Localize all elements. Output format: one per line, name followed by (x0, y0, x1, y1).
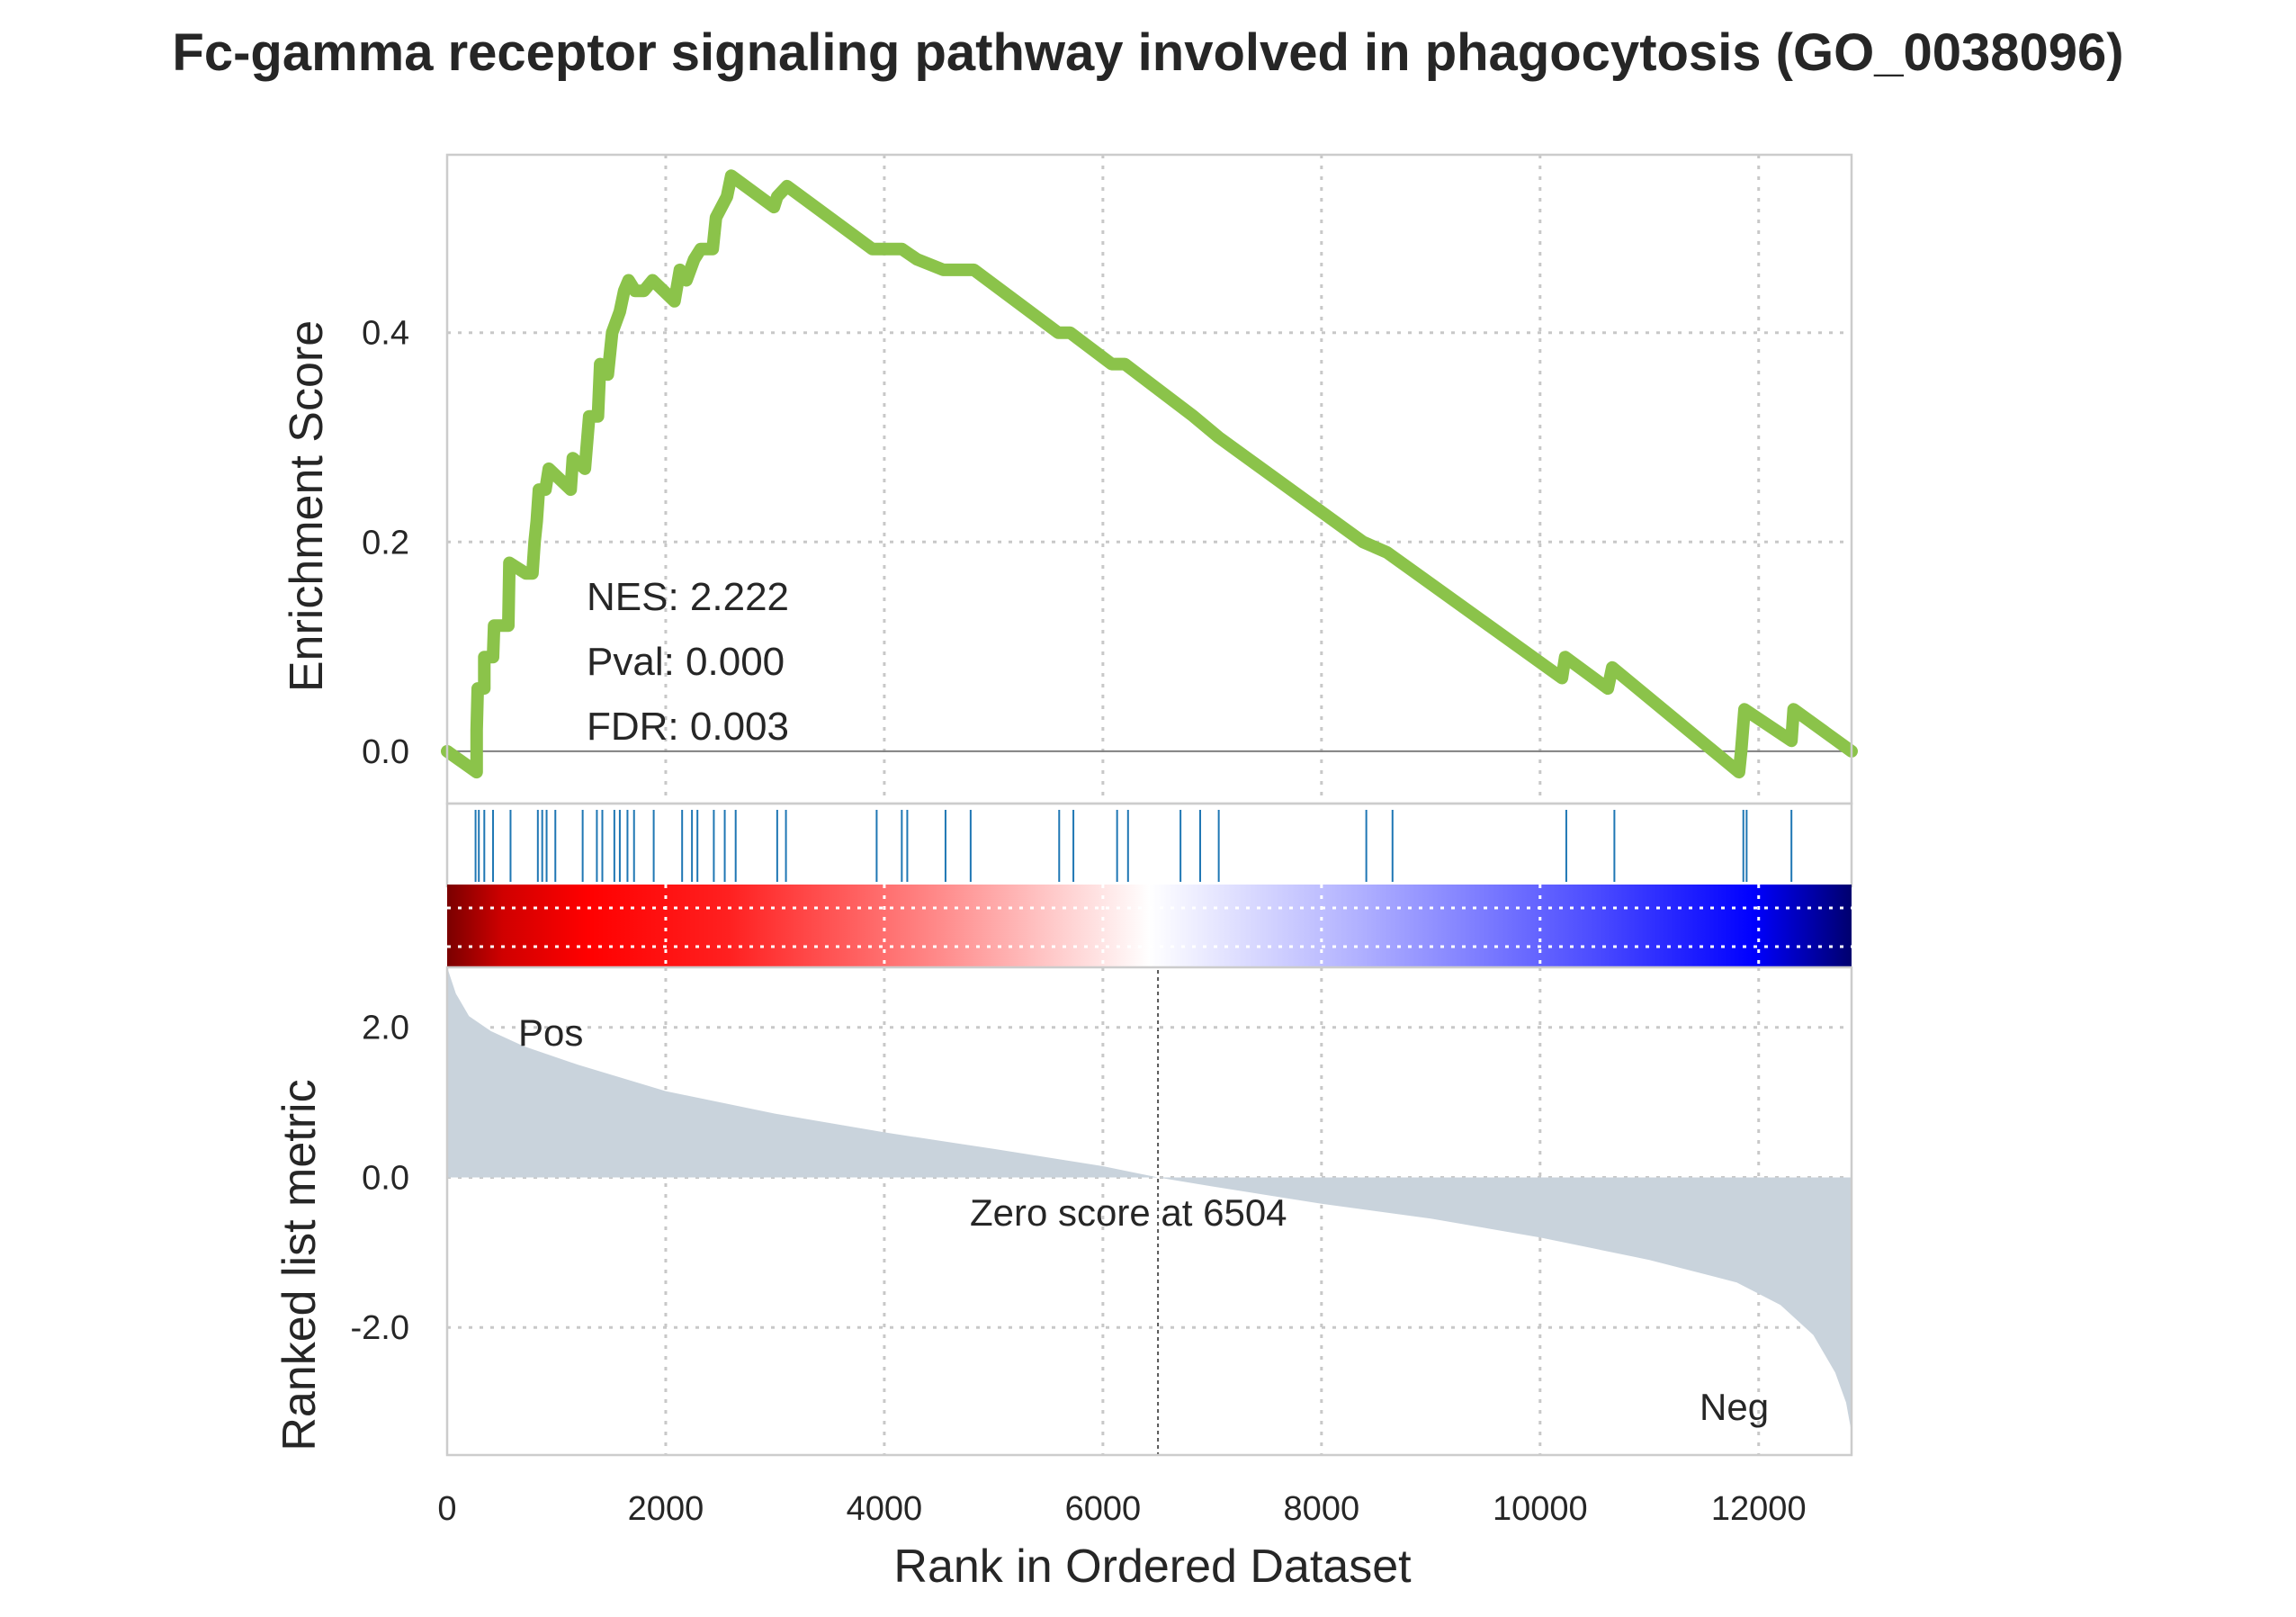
ranked-metric-frame (445, 966, 1853, 1457)
ranked-metric-y-tick-label: 0.0 (362, 1159, 409, 1197)
ranked-metric-panel: 2.0 0.0 -2.0 Ranked list metric Pos Neg Ze… (274, 966, 1853, 1457)
hits-panel (445, 802, 1853, 888)
ranked-metric-y-tick-label: -2.0 (351, 1309, 409, 1347)
enrichment-y-tick-label: 0.2 (362, 524, 409, 561)
neg-label: Neg (1700, 1386, 1769, 1428)
x-tick-label: 0 (437, 1490, 456, 1528)
pos-label: Pos (518, 1011, 583, 1054)
fdr-stat: FDR: 0.003 (587, 705, 789, 749)
enrichment-y-ticks: 0.0 0.2 0.4 (362, 315, 409, 771)
zero-score-label: Zero score at 6504 (970, 1191, 1287, 1234)
nes-stat: NES: 2.222 (587, 575, 789, 619)
ranked-metric-area (447, 967, 1852, 1433)
x-axis-ticks: 0 2000 4000 6000 8000 10000 12000 (437, 1490, 1806, 1528)
x-tick-label: 8000 (1284, 1490, 1360, 1528)
x-tick-label: 6000 (1065, 1490, 1142, 1528)
enrichment-score-line (441, 169, 1858, 779)
x-tick-label: 10000 (1493, 1490, 1588, 1528)
ranked-metric-y-tick-label: 2.0 (362, 1010, 409, 1047)
pval-stat: Pval: 0.000 (587, 640, 785, 684)
gene-hit-lines (474, 810, 1793, 882)
x-tick-label: 4000 (847, 1490, 923, 1528)
x-tick-label: 2000 (628, 1490, 704, 1528)
rank-colorbar (447, 885, 1852, 967)
colorbar-grid (447, 885, 1852, 967)
hits-frame (445, 802, 1853, 888)
rank-colorbar-gradient (447, 885, 1852, 967)
ranked-metric-y-axis-label: Ranked list metric (274, 1079, 326, 1451)
x-tick-label: 12000 (1711, 1490, 1807, 1528)
x-axis-label: Rank in Ordered Dataset (893, 1541, 1412, 1593)
enrichment-y-tick-label: 0.0 (362, 733, 409, 771)
chart-title: Fc-gamma receptor signaling pathway invo… (172, 23, 2123, 82)
enrichment-y-axis-label: Enrichment Score (281, 320, 333, 692)
enrichment-y-tick-label: 0.4 (362, 315, 409, 353)
enrichment-panel: 0.0 0.2 0.4 Enrichment Score NES: 2.222 Pv… (281, 153, 1858, 805)
ranked-metric-y-ticks: 2.0 0.0 -2.0 (351, 1010, 409, 1348)
enrichment-grid (447, 155, 1852, 804)
